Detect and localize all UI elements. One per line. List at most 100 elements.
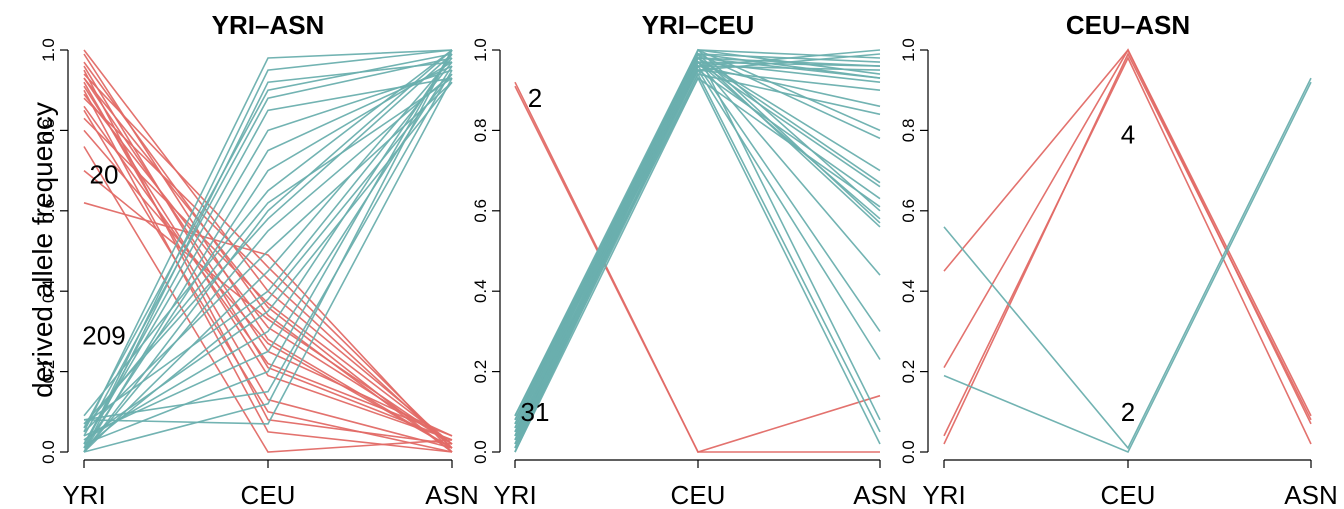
series-line — [514, 53, 881, 433]
series-line — [83, 53, 453, 429]
series-decrease — [514, 81, 881, 453]
series-line — [514, 64, 881, 441]
series-line — [514, 56, 881, 433]
series-line — [514, 53, 881, 421]
y-tick-label: 0.8 — [899, 119, 918, 143]
x-tick-label: ASN — [425, 480, 478, 509]
series-line — [943, 48, 1312, 417]
y-tick-label: 0.4 — [39, 279, 58, 303]
y-tick-label: 0.6 — [471, 199, 490, 223]
series-increase — [514, 48, 881, 453]
count-annotation: 20 — [90, 160, 119, 190]
series-line — [514, 52, 881, 429]
series-line — [514, 73, 881, 441]
y-tick-label: 0.6 — [39, 199, 58, 223]
series-line — [514, 76, 881, 453]
panel-1: YRI–ASN 0.0 0.2 0.4 0.6 0.8 1.0 YRI CEU ASN 20 209 — [39, 10, 479, 509]
series-line — [83, 93, 453, 445]
series-line — [83, 69, 453, 445]
y-axis-label: derived allele frequency — [27, 102, 58, 398]
series-line — [514, 53, 881, 441]
series-line — [514, 60, 881, 425]
y-tick-label: 0.8 — [39, 119, 58, 143]
series-line — [514, 56, 881, 421]
series-line — [83, 61, 453, 453]
x-tick-label: YRI — [922, 480, 965, 509]
series-line — [83, 146, 453, 453]
series-line — [83, 97, 453, 449]
series-line — [514, 60, 881, 417]
count-annotation: 2 — [1121, 397, 1135, 427]
y-tick-label: 1.0 — [899, 38, 918, 62]
y-tick-label: 0.6 — [899, 199, 918, 223]
y-tick-label: 0.2 — [39, 360, 58, 384]
series-decrease — [943, 48, 1312, 445]
count-annotation: 209 — [82, 320, 125, 350]
series-line — [83, 73, 453, 449]
series-line — [83, 105, 453, 437]
x-tick-label: CEU — [1101, 480, 1156, 509]
panel-title: YRI–CEU — [642, 10, 755, 40]
y-tick-label: 0.0 — [39, 440, 58, 464]
series-line — [83, 81, 453, 433]
y-tick-label: 0.4 — [899, 279, 918, 303]
count-annotation: 2 — [528, 83, 542, 113]
series-line — [943, 81, 1312, 454]
series-line — [83, 73, 453, 449]
y-tick-label: 0.2 — [899, 360, 918, 384]
series-line — [514, 49, 881, 417]
series-line — [83, 85, 453, 441]
series-line — [943, 56, 1312, 445]
x-tick-label: YRI — [62, 480, 105, 509]
series-line — [83, 49, 453, 417]
series-line — [514, 68, 881, 421]
series-line — [83, 53, 453, 425]
series-decrease — [83, 49, 453, 453]
count-annotation: 31 — [521, 397, 550, 427]
series-line — [83, 65, 453, 437]
series-line — [83, 69, 453, 421]
series-line — [83, 53, 453, 441]
series-line — [514, 76, 881, 437]
series-line — [514, 48, 881, 445]
series-line — [514, 81, 881, 453]
y-tick-label: 0.0 — [899, 440, 918, 464]
series-line — [83, 73, 453, 453]
series-line — [83, 77, 453, 429]
series-increase — [943, 77, 1312, 454]
series-line — [83, 49, 453, 445]
series-line — [514, 61, 881, 449]
series-line — [514, 65, 881, 453]
series-line — [514, 60, 881, 437]
series-line — [83, 69, 453, 445]
series-line — [83, 77, 453, 425]
series-line — [514, 68, 881, 445]
y-tick-label: 0.8 — [471, 119, 490, 143]
series-line — [514, 61, 881, 429]
series-line — [83, 77, 453, 445]
x-tick-label: CEU — [241, 480, 296, 509]
series-line — [83, 77, 453, 453]
y-tick-label: 0.4 — [471, 279, 490, 303]
y-tick-label: 0.0 — [471, 440, 490, 464]
series-line — [83, 202, 453, 453]
series-line — [514, 52, 881, 421]
panel-3: CEU–ASN 0.0 0.2 0.4 0.6 0.8 1.0 YRI CEU ASN 4 2 — [899, 10, 1338, 509]
y-tick-label: 1.0 — [39, 38, 58, 62]
series-line — [83, 129, 453, 449]
series-line — [514, 72, 881, 449]
x-tick-label: ASN — [1284, 480, 1337, 509]
series-line — [83, 57, 453, 437]
series-line — [514, 56, 881, 453]
series-line — [943, 52, 1312, 445]
series-line — [83, 117, 453, 445]
series-line — [83, 49, 453, 453]
series-line — [83, 65, 453, 441]
series-line — [83, 61, 453, 453]
series-line — [83, 89, 453, 453]
series-line — [943, 77, 1312, 450]
series-increase — [83, 49, 453, 453]
series-line — [83, 49, 453, 433]
series-line — [83, 65, 453, 453]
x-tick-label: CEU — [671, 480, 726, 509]
